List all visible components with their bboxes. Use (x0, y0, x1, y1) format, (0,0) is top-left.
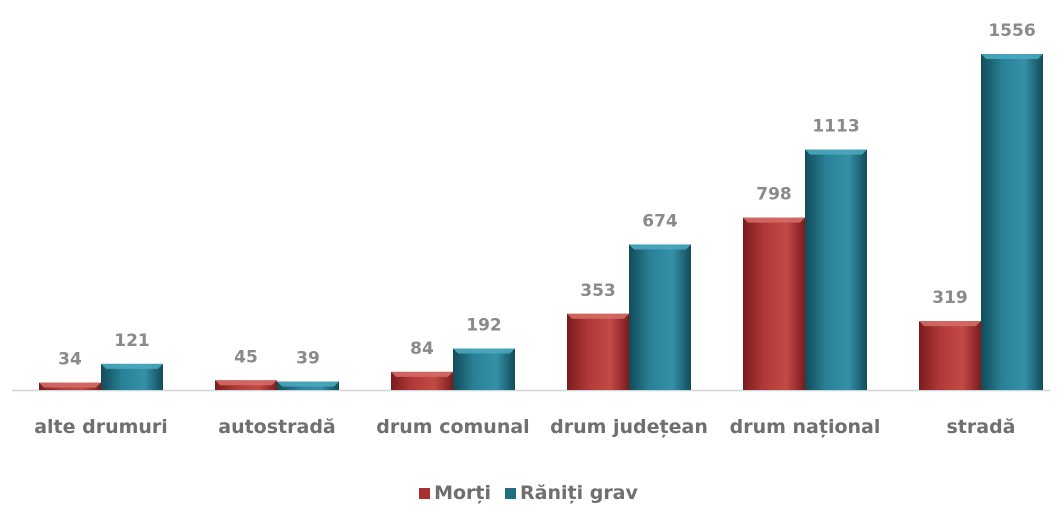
bar-bevel-morti-alte-drumuri (39, 382, 101, 388)
bar-bevel-morti-drum-national (743, 217, 805, 223)
x-tick-label-alte-drumuri: alte drumuri (34, 416, 168, 438)
x-tick-label-strada: stradă (946, 416, 1015, 438)
data-label-raniti-grav-drum-national: 1113 (812, 117, 859, 137)
data-label-morti-alte-drumuri: 34 (58, 350, 82, 370)
legend-swatch-morti (419, 487, 431, 499)
bar-bevel-raniti-grav-strada (981, 54, 1043, 59)
data-label-morti-autostrada: 45 (234, 347, 258, 367)
bar-bevel-raniti-grav-drum-national (805, 149, 867, 155)
bar-bevel-morti-drum-judetean (567, 313, 629, 319)
data-label-raniti-grav-autostrada: 39 (296, 349, 320, 369)
bar-raniti-grav-drum-comunal (453, 348, 515, 390)
data-label-raniti-grav-strada: 1556 (988, 21, 1035, 41)
x-tick-label-drum-national: drum național (730, 416, 881, 438)
x-tick-label-drum-comunal: drum comunal (376, 416, 529, 438)
data-label-morti-drum-national: 798 (756, 185, 792, 205)
data-label-raniti-grav-drum-comunal: 192 (466, 316, 502, 336)
data-label-morti-drum-judetean: 353 (580, 281, 616, 301)
bar-bevel-morti-drum-comunal (391, 371, 453, 377)
legend-item-morti: Morți (419, 482, 491, 504)
bar-morti-drum-judetean (567, 313, 629, 390)
legend-swatch-raniti-grav (505, 487, 517, 499)
data-label-morti-strada: 319 (932, 288, 968, 308)
bar-bevel-morti-strada (919, 321, 981, 327)
bar-raniti-grav-strada (981, 54, 1043, 390)
legend: Morți Răniți grav (0, 482, 1057, 504)
legend-label-morti: Morți (434, 482, 492, 504)
data-label-raniti-grav-drum-judetean: 674 (642, 211, 678, 231)
bar-bevel-raniti-grav-autostrada (277, 381, 339, 387)
bar-bevel-raniti-grav-alte-drumuri (101, 363, 163, 369)
data-label-raniti-grav-alte-drumuri: 121 (114, 331, 150, 351)
legend-label-raniti-grav: Răniți grav (520, 482, 638, 504)
bar-bevel-morti-autostrada (215, 380, 277, 386)
bar-morti-strada (919, 321, 981, 390)
bar-raniti-grav-drum-national (805, 149, 867, 390)
data-label-morti-drum-comunal: 84 (410, 339, 434, 359)
bar-bevel-raniti-grav-drum-comunal (453, 348, 515, 354)
bar-raniti-grav-drum-judetean (629, 244, 691, 390)
x-tick-label-drum-judetean: drum județean (550, 416, 708, 438)
x-tick-label-autostrada: autostradă (218, 416, 336, 438)
bar-morti-drum-national (743, 217, 805, 390)
bar-bevel-raniti-grav-drum-judetean (629, 244, 691, 250)
legend-item-raniti-grav: Răniți grav (505, 482, 638, 504)
